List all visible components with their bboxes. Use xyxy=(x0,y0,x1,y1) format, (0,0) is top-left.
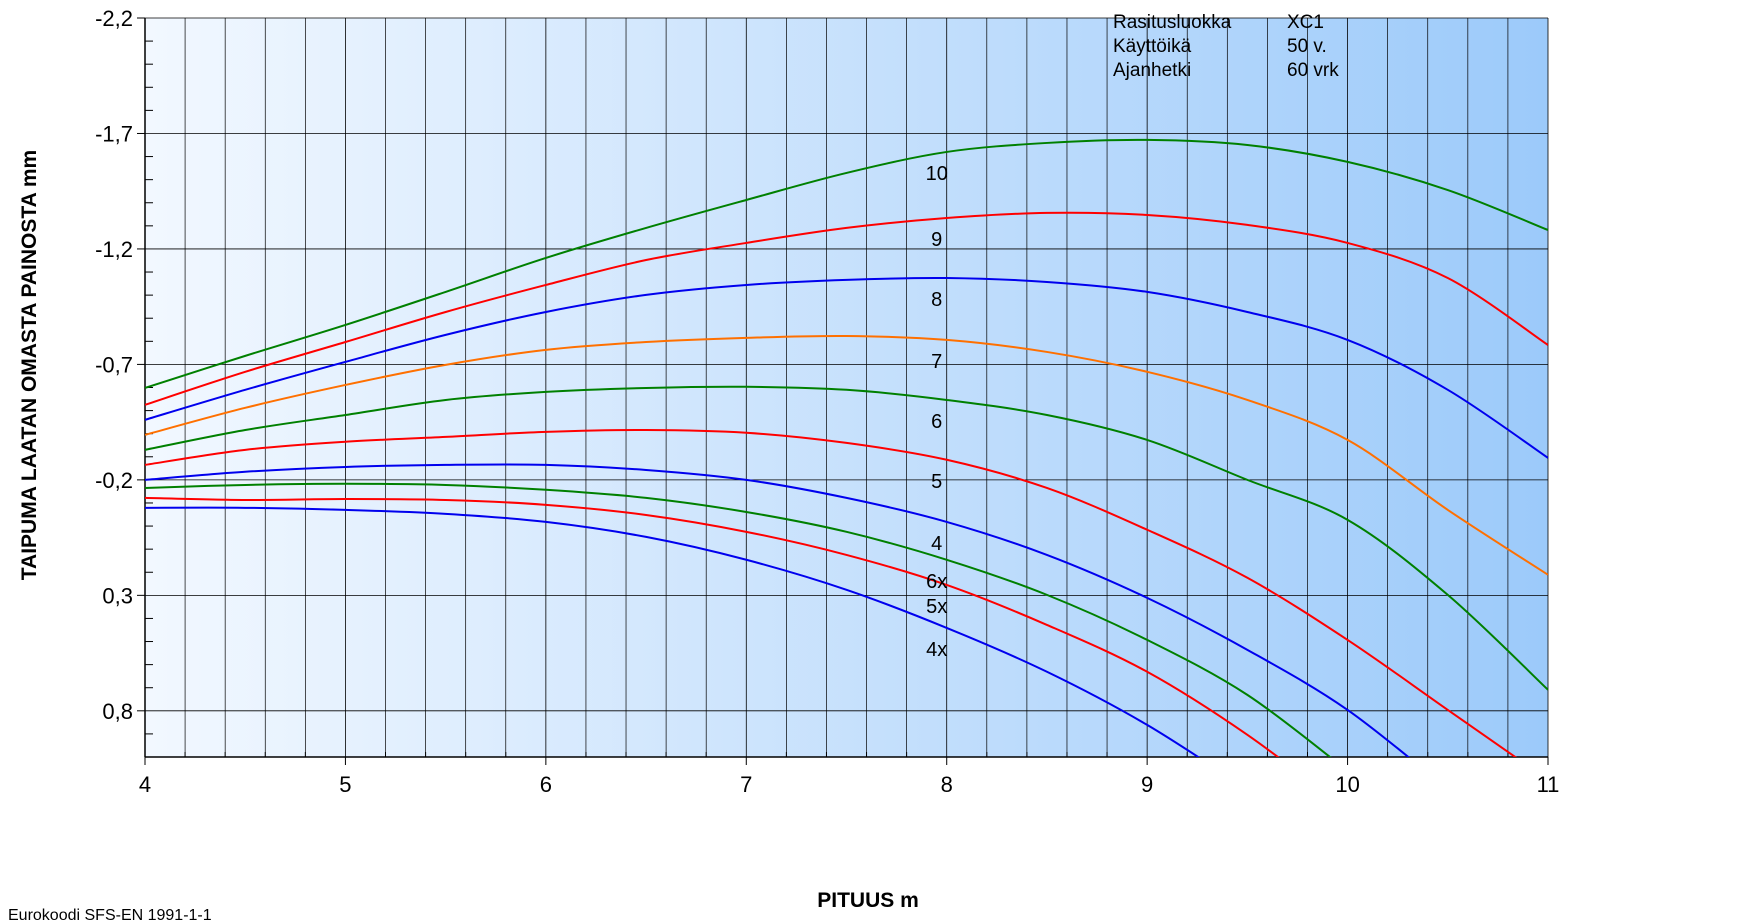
series-line xyxy=(145,211,1548,406)
x-tick-label: 6 xyxy=(540,772,552,797)
series-line xyxy=(145,428,1518,757)
series-line xyxy=(145,138,1548,389)
series-line xyxy=(145,496,1280,757)
info-text: XC1 xyxy=(1287,12,1324,33)
y-tick-label: 0,3 xyxy=(102,583,133,608)
series-label: 4 xyxy=(931,533,942,555)
series-label: 9 xyxy=(931,229,942,251)
series-line xyxy=(145,482,1332,757)
series-label: 6x xyxy=(926,571,947,593)
x-tick-label: 4 xyxy=(139,772,151,797)
series-line xyxy=(145,385,1548,691)
series-label: 7 xyxy=(931,351,942,373)
x-tick-label: 7 xyxy=(740,772,752,797)
x-tick-label: 5 xyxy=(339,772,351,797)
series-line xyxy=(145,506,1201,757)
series-label: 5 xyxy=(931,471,942,493)
y-tick-label: -0,7 xyxy=(95,352,133,377)
info-text: Ajanhetki xyxy=(1113,60,1191,81)
series-line xyxy=(145,334,1548,576)
y-axis-title: TAIPUMA LAATAN OMASTA PAINOSTA mm xyxy=(18,150,41,580)
series-label: 10 xyxy=(926,163,948,185)
series-line xyxy=(145,276,1548,459)
info-text: 60 vrk xyxy=(1287,60,1339,81)
series-group xyxy=(145,138,1548,757)
x-axis-title: PITUUS m xyxy=(817,889,919,912)
series-label: 8 xyxy=(931,289,942,311)
info-text: Käyttöikä xyxy=(1113,36,1192,57)
series-line xyxy=(145,463,1410,757)
plot-area xyxy=(145,18,1548,757)
x-tick-label: 9 xyxy=(1141,772,1153,797)
y-tick-label: -1,2 xyxy=(95,237,133,262)
y-tick-label: -2,2 xyxy=(95,6,133,31)
footer: Eurokoodi SFS-EN 1991-1-1 xyxy=(8,907,212,923)
x-tick-label: 11 xyxy=(1537,772,1560,797)
info-text: 50 v. xyxy=(1287,36,1327,57)
series-label: 5x xyxy=(926,596,947,618)
y-tick-label: -0,2 xyxy=(95,468,133,493)
y-tick-label: 0,8 xyxy=(102,699,133,724)
y-tick-label: -1,7 xyxy=(95,121,133,146)
x-tick-label: 10 xyxy=(1335,772,1359,797)
series-label: 6 xyxy=(931,411,942,433)
x-tick-label: 8 xyxy=(941,772,953,797)
info-text: Rasitusluokka xyxy=(1113,12,1232,33)
series-label: 4x xyxy=(926,639,947,661)
